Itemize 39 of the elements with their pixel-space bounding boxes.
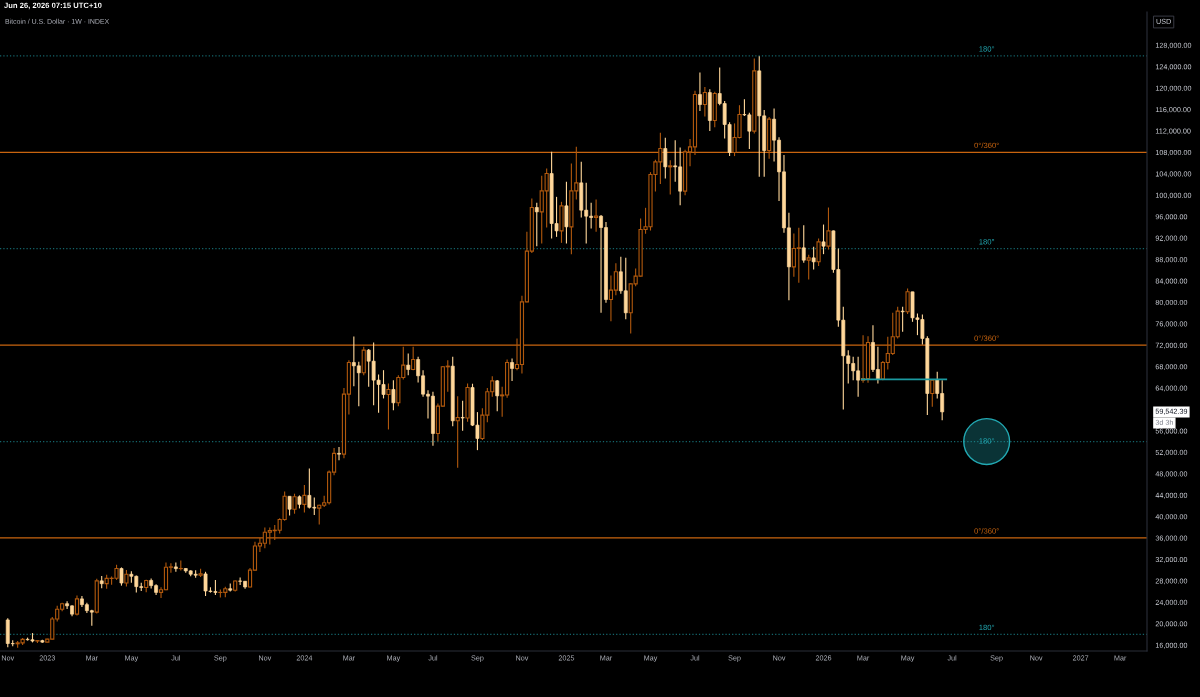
candlestick xyxy=(238,577,243,586)
candlestick xyxy=(361,346,366,376)
candlestick xyxy=(302,484,307,514)
candlestick xyxy=(455,395,460,469)
candlestick xyxy=(821,223,826,255)
candlestick xyxy=(608,274,614,322)
candlestick xyxy=(564,181,569,245)
candlestick xyxy=(668,159,673,196)
candlestick xyxy=(510,357,514,382)
candlestick xyxy=(149,577,154,590)
candlestick xyxy=(930,378,935,408)
candlestick xyxy=(119,566,124,587)
candlestick xyxy=(386,382,391,431)
candlestick xyxy=(806,254,811,281)
candlestick xyxy=(534,202,539,247)
candlestick xyxy=(796,227,801,284)
candlestick xyxy=(391,379,396,411)
candlestick xyxy=(173,562,178,573)
candlestick xyxy=(287,495,292,517)
candlestick xyxy=(900,306,905,333)
candlestick xyxy=(337,446,341,461)
candlestick xyxy=(292,493,297,515)
candlestick xyxy=(406,352,411,376)
candlestick xyxy=(613,262,618,296)
candlestick xyxy=(623,257,628,320)
candlestick xyxy=(663,137,668,180)
candlestick xyxy=(307,467,312,510)
candlestick xyxy=(905,287,910,315)
candlestick xyxy=(356,361,361,407)
candlestick xyxy=(826,206,831,251)
candlestick xyxy=(702,86,707,118)
candlestick xyxy=(698,71,702,112)
candlestick xyxy=(816,238,821,267)
candlestick xyxy=(495,379,500,412)
candlestick xyxy=(460,400,465,432)
candlestick xyxy=(801,224,806,264)
candlestick xyxy=(163,562,169,591)
candlestick xyxy=(811,246,816,271)
candlestick xyxy=(544,167,549,229)
